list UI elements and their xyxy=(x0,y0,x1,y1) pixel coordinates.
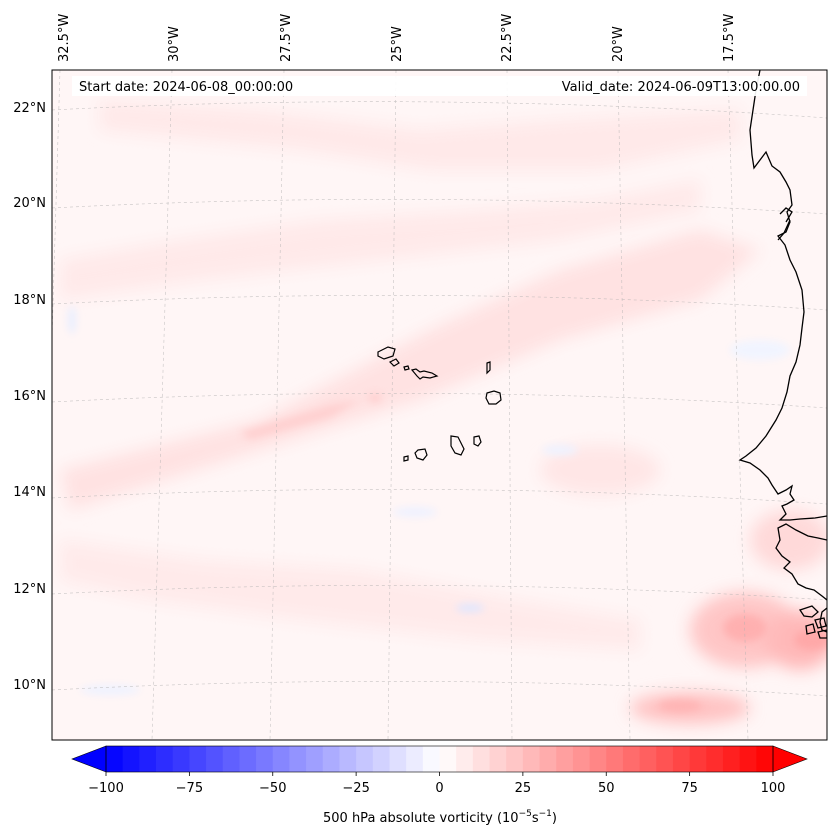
colorbar-level xyxy=(339,746,357,772)
colorbar-level xyxy=(672,746,691,772)
colorbar-level xyxy=(639,746,657,772)
colorbar-level xyxy=(756,746,774,772)
lon-label: 22.5°W xyxy=(500,14,515,62)
lon-label: 17.5°W xyxy=(722,14,737,62)
start-date-label: Start date: 2024-06-08_00:00:00 xyxy=(79,80,293,95)
africa-coastline-south xyxy=(775,523,827,601)
colorbar-label: 500 hPa absolute vorticity (10−5s−1) xyxy=(323,809,557,826)
colorbar-level xyxy=(406,746,424,772)
colorbar-level xyxy=(606,746,624,772)
island-santiago xyxy=(450,435,465,456)
coastline xyxy=(738,70,827,639)
lat-label: 14°N xyxy=(13,485,46,500)
colorbar-level xyxy=(306,746,324,772)
colorbar-level xyxy=(322,746,340,772)
colorbar: −100 −75 −50 −25 0 25 50 75 100 500 hPa absolute… xyxy=(71,745,808,826)
island-sal xyxy=(486,361,491,375)
lon-label: 30°W xyxy=(167,26,182,62)
lon-label: 27.5°W xyxy=(279,14,294,62)
colorbar-level xyxy=(689,746,707,772)
longitude-labels: 32.5°W 30°W 27.5°W 25°W 22.5°W 20°W 17.5… xyxy=(57,14,737,62)
colorbar-level xyxy=(189,746,207,772)
gridlines xyxy=(52,70,827,740)
colorbar-level xyxy=(389,746,407,772)
colorbar-level xyxy=(372,746,390,772)
colorbar-tick-label: −25 xyxy=(342,781,369,796)
colorbar-level xyxy=(239,746,257,772)
colorbar-level xyxy=(172,746,190,772)
colorbar-tick-label: −100 xyxy=(88,781,124,796)
islands xyxy=(377,346,502,462)
island-boa-vista xyxy=(485,390,502,405)
colorbar-level xyxy=(439,746,457,772)
colorbar-extend-low xyxy=(71,745,107,773)
colorbar-tick-label: −50 xyxy=(259,781,286,796)
colorbar-levels xyxy=(106,746,774,772)
map-area: Start date: 2024-06-08_00:00:00 Valid_da… xyxy=(52,70,827,740)
colorbar-tick-label: 0 xyxy=(435,781,443,796)
colorbar-level xyxy=(539,746,557,772)
colorbar-level xyxy=(556,746,574,772)
valid-date-label: Valid_date: 2024-06-09T13:00:00.00 xyxy=(562,80,800,95)
island-santo-antao xyxy=(377,346,396,360)
colorbar-tick-label: −75 xyxy=(176,781,203,796)
colorbar-level xyxy=(489,746,507,772)
island-brava xyxy=(403,455,409,462)
lat-label: 12°N xyxy=(13,582,46,597)
colorbar-level xyxy=(222,746,240,772)
lat-label: 18°N xyxy=(13,293,46,308)
colorbar-tick-label: 75 xyxy=(681,781,698,796)
colorbar-level xyxy=(506,746,524,772)
colorbar-level xyxy=(572,746,590,772)
colorbar-level xyxy=(656,746,674,772)
island-maio xyxy=(473,435,482,447)
latitude-labels: 22°N 20°N 18°N 16°N 14°N 12°N 10°N xyxy=(13,101,46,693)
island-sao-nicolau xyxy=(410,368,439,380)
colorbar-level xyxy=(156,746,174,772)
colorbar-level xyxy=(622,746,640,772)
lat-label: 16°N xyxy=(13,389,46,404)
colorbar-level xyxy=(356,746,374,772)
lon-label: 20°W xyxy=(611,26,626,62)
colorbar-tick-label: 25 xyxy=(515,781,532,796)
colorbar-ticks: −100 −75 −50 −25 0 25 50 75 100 xyxy=(88,772,785,796)
colorbar-level xyxy=(589,746,607,772)
header-box: Start date: 2024-06-08_00:00:00 Valid_da… xyxy=(72,76,807,96)
island-santa-luzia xyxy=(403,365,410,371)
colorbar-extend-high xyxy=(772,745,808,773)
colorbar-level xyxy=(256,746,274,772)
colorbar-level xyxy=(739,746,757,772)
lat-label: 20°N xyxy=(13,196,46,211)
bijagos-islands xyxy=(798,605,827,639)
map-frame xyxy=(51,69,828,741)
colorbar-level xyxy=(122,746,140,772)
colorbar-level xyxy=(706,746,724,772)
africa-coastline xyxy=(738,70,827,521)
colorbar-tick-label: 100 xyxy=(761,781,786,796)
guinea-coastline xyxy=(819,607,827,633)
colorbar-level xyxy=(472,746,490,772)
lat-label: 10°N xyxy=(13,678,46,693)
colorbar-level xyxy=(722,746,741,772)
colorbar-level xyxy=(422,746,440,772)
vorticity-field xyxy=(60,100,827,724)
colorbar-level xyxy=(139,746,157,772)
colorbar-level xyxy=(206,746,224,772)
colorbar-level xyxy=(106,746,124,772)
colorbar-level xyxy=(289,746,307,772)
island-fogo xyxy=(414,448,428,461)
colorbar-tick-label: 50 xyxy=(598,781,615,796)
colorbar-level xyxy=(272,746,290,772)
island-sao-vicente xyxy=(388,358,400,367)
lat-label: 22°N xyxy=(13,101,46,116)
colorbar-level xyxy=(522,746,540,772)
lon-label: 32.5°W xyxy=(57,14,72,62)
lon-label: 25°W xyxy=(390,26,405,62)
colorbar-level xyxy=(456,746,474,772)
